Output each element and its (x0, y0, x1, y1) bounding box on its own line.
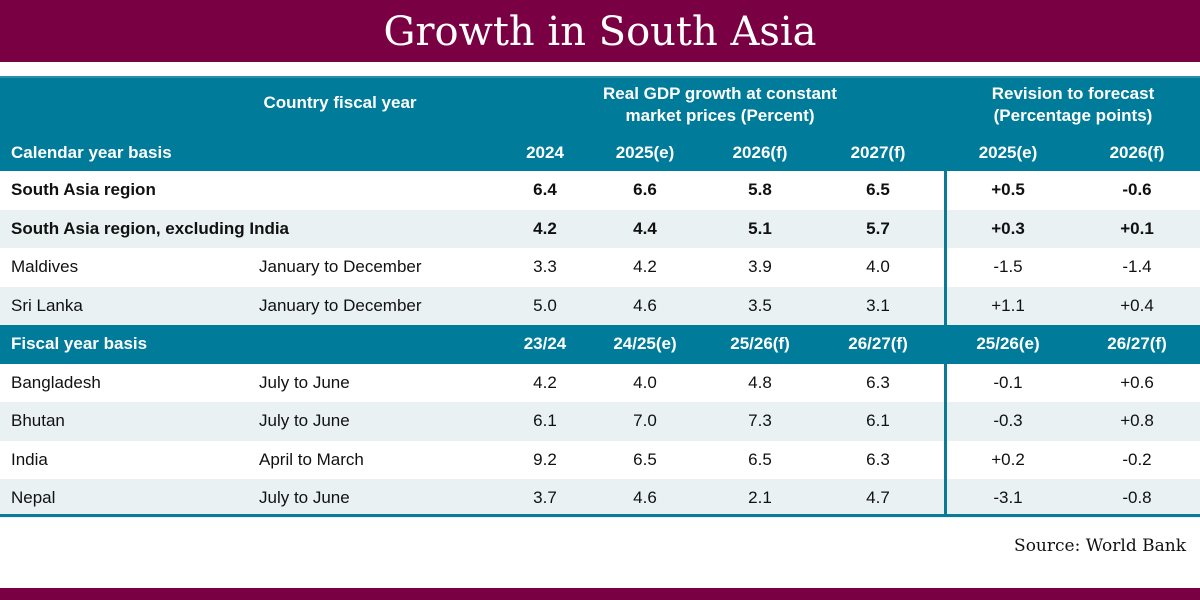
table-cell: 4.0 (633, 372, 657, 392)
table-row: Sri Lanka January to December 5.0 4.6 3.5 3.1… (0, 286, 1200, 325)
table-cell: 5.0 (533, 295, 557, 315)
header-revision-line2: (Percentage points) (993, 106, 1153, 125)
table-cell: 4.8 (748, 372, 772, 392)
table-cell: 2.1 (748, 488, 772, 507)
table-row: Bangladesh July to June 4.2 4.0 4.8 6.3 -0.1 +0… (0, 364, 1200, 403)
header-country-fiscal-year: Country fiscal year (263, 93, 417, 112)
row-name: India (11, 449, 48, 469)
table-row: India April to March 9.2 6.5 6.5 6.3 +0.2 -0.2 (0, 441, 1200, 480)
table-cell: 6.3 (866, 372, 890, 392)
section-label: Calendar year basis (11, 143, 172, 162)
table-cell: 6.6 (633, 180, 657, 199)
table-row: South Asia region, excluding India 4.2 4.4… (0, 209, 1200, 248)
column-header: 23/24 (523, 334, 567, 353)
table-cell: 5.1 (748, 218, 772, 238)
table-cell: 4.6 (633, 295, 657, 315)
row-name: Bhutan (11, 411, 65, 430)
header-gdp-line1: Real GDP growth at constant (603, 84, 837, 103)
table-cell: +0.3 (991, 218, 1025, 238)
table-cell: -0.8 (1122, 488, 1152, 507)
table-cell: 7.3 (748, 411, 772, 430)
table-cell: 3.1 (866, 295, 890, 315)
table-cell: 4.6 (633, 488, 657, 507)
table-row: Nepal July to June 3.7 4.6 2.1 4.7 -3.1 -0.8 (0, 479, 1200, 518)
table-bottom-border (0, 514, 1200, 517)
table-cell: +0.8 (1120, 411, 1154, 430)
table-cell: -0.3 (993, 411, 1023, 430)
column-header: 26/27(f) (848, 334, 908, 353)
page-title: Growth in South Asia (0, 0, 1200, 62)
table-cell: 6.5 (866, 180, 890, 199)
table-cell: 6.5 (748, 449, 772, 469)
row-name: South Asia region, excluding India (11, 218, 290, 238)
column-header: 25/26(f) (730, 334, 790, 353)
row-fiscal-year: January to December (259, 257, 422, 276)
table-cell: +0.5 (991, 180, 1025, 199)
row-fiscal-year: July to June (259, 372, 350, 392)
header-gdp-group: Real GDP growth at constant market price… (560, 83, 880, 127)
table-cell: 4.2 (533, 218, 557, 238)
table-cell: -1.5 (993, 257, 1023, 276)
table-cell: 3.3 (533, 257, 557, 276)
source-note: Source: World Bank (1014, 536, 1186, 556)
divider-mask (944, 324, 947, 363)
section-header-row: Calendar year basis 2024 2025(e) 2026(f) 202… (0, 134, 1200, 173)
column-header: 2025(e) (615, 143, 675, 162)
table-cell: +1.1 (991, 295, 1025, 315)
table-cell: 6.5 (633, 449, 657, 469)
table-cell: 4.2 (633, 257, 657, 276)
table-cell: -1.4 (1122, 257, 1152, 276)
section-header-row: Fiscal year basis 23/24 24/25(e) 25/26(f) 26… (0, 325, 1200, 364)
header-revision-group: Revision to forecast (Percentage points) (950, 83, 1196, 127)
table-cell: -3.1 (993, 488, 1023, 507)
table-cell: 6.1 (866, 411, 890, 430)
footer-bar (0, 588, 1200, 600)
table-cell: 4.4 (633, 218, 657, 238)
table-cell: +0.4 (1120, 295, 1154, 315)
table-cell: 5.7 (866, 218, 890, 238)
header-gdp-line2: market prices (Percent) (625, 106, 815, 125)
row-fiscal-year: January to December (259, 295, 422, 315)
row-name: South Asia region (11, 180, 156, 199)
table-header: Country fiscal year Real GDP growth at c… (0, 76, 1200, 171)
table-cell: 5.8 (748, 180, 772, 199)
table-row: South Asia region 6.4 6.6 5.8 6.5 +0.5 -0.6 (0, 171, 1200, 210)
table-cell: 4.2 (533, 372, 557, 392)
column-header: 2025(e) (978, 143, 1038, 162)
table-cell: -0.1 (993, 372, 1023, 392)
header-revision-line1: Revision to forecast (991, 84, 1155, 103)
column-header: 26/27(f) (1107, 334, 1167, 353)
row-name: Sri Lanka (11, 295, 83, 315)
table-cell: +0.6 (1120, 372, 1154, 392)
table-cell: 4.7 (866, 488, 890, 507)
table-cell: -0.6 (1122, 180, 1152, 199)
table-cell: 6.4 (533, 180, 557, 199)
table-cell: 9.2 (533, 449, 557, 469)
column-header: 2027(f) (850, 143, 906, 162)
table-row: Bhutan July to June 6.1 7.0 7.3 6.1 -0.3 +0.8 (0, 402, 1200, 441)
column-header: 2024 (526, 143, 564, 162)
row-fiscal-year: April to March (259, 449, 364, 469)
column-header: 2026(f) (1109, 143, 1165, 162)
row-name: Nepal (11, 488, 56, 507)
table-cell: 3.7 (533, 488, 557, 507)
table-cell: 6.3 (866, 449, 890, 469)
table-cell: +0.2 (991, 449, 1025, 469)
row-name: Bangladesh (11, 372, 101, 392)
row-fiscal-year: July to June (259, 488, 350, 507)
table-cell: 3.9 (748, 257, 772, 276)
table-cell: +0.1 (1120, 218, 1154, 238)
table-row: Maldives January to December 3.3 4.2 3.9 4.0 -… (0, 248, 1200, 287)
row-name: Maldives (11, 257, 79, 276)
row-fiscal-year: July to June (259, 411, 350, 430)
table-cell: 7.0 (633, 411, 657, 430)
column-header: 2026(f) (732, 143, 788, 162)
table-cell: -0.2 (1122, 449, 1152, 469)
column-header: 24/25(e) (613, 334, 677, 353)
column-header: 25/26(e) (976, 334, 1040, 353)
table-cell: 6.1 (533, 411, 557, 430)
table-cell: 4.0 (866, 257, 890, 276)
section-label: Fiscal year basis (11, 334, 148, 353)
table-cell: 3.5 (748, 295, 772, 315)
